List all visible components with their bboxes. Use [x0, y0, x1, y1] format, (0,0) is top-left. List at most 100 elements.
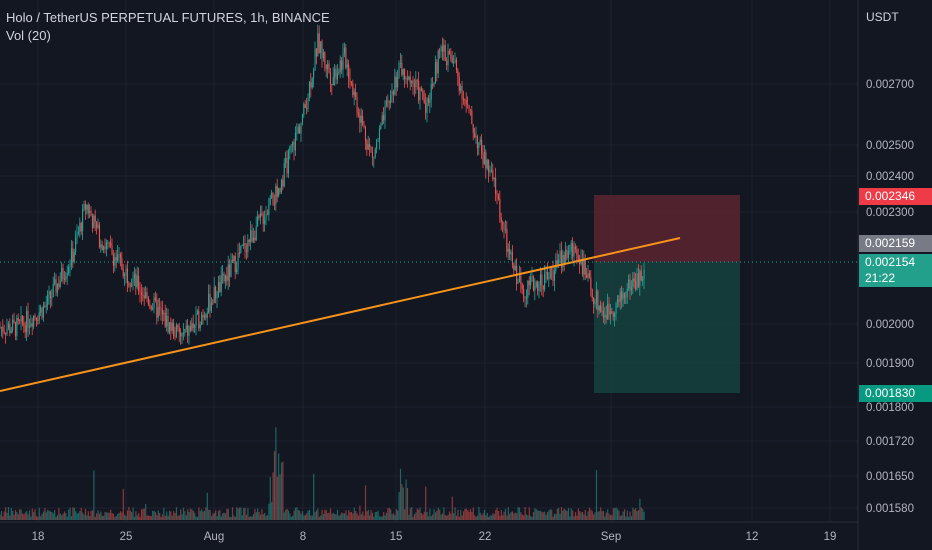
candle-body: [387, 100, 389, 102]
volume-bar: [530, 515, 532, 520]
volume-bar: [206, 492, 208, 520]
volume-bar: [189, 508, 192, 520]
volume-bar: [453, 513, 455, 520]
volume-bar: [187, 509, 189, 520]
volume-bar: [376, 511, 378, 520]
volume-bar: [415, 512, 417, 520]
volume-bar: [48, 510, 50, 520]
volume-bar: [310, 515, 312, 520]
volume-bar: [475, 516, 477, 520]
volume-bar: [553, 513, 556, 520]
volume-bar: [317, 508, 319, 520]
trend-line[interactable]: [0, 237, 681, 392]
volume-bar: [185, 515, 187, 520]
volume-bar: [350, 511, 353, 520]
candle-body: [426, 98, 428, 113]
candle-body: [124, 274, 126, 277]
volume-bar: [296, 507, 298, 520]
candle-body: [21, 315, 23, 323]
volume-bar: [461, 515, 463, 520]
volume-bar: [469, 508, 472, 520]
volume-bar: [139, 516, 141, 520]
candle-body: [58, 283, 60, 287]
candle-body: [31, 323, 33, 327]
volume-bar: [104, 511, 106, 520]
volume-bar: [345, 510, 347, 520]
volume-bar: [258, 511, 260, 520]
candle-body: [230, 260, 232, 277]
volume-bar: [635, 508, 637, 520]
take-profit-zone[interactable]: [594, 262, 740, 393]
candle-body: [411, 80, 413, 83]
candle-body: [432, 84, 434, 86]
volume-bar: [177, 515, 179, 520]
candle-body: [47, 294, 49, 306]
volume-bar: [520, 512, 522, 520]
volume-bar: [166, 511, 168, 520]
volume-bar: [212, 513, 214, 520]
candle-body: [486, 159, 488, 169]
candle-body: [0, 327, 3, 329]
candle-body: [371, 151, 373, 158]
volume-bar: [292, 515, 294, 520]
chart-grid: [0, 0, 858, 522]
candle-body: [369, 144, 371, 147]
candle-body: [483, 152, 485, 165]
volume-bar: [224, 513, 227, 520]
candle-body: [30, 323, 32, 326]
candle-body: [626, 288, 628, 298]
candle-body: [420, 88, 422, 91]
volume-bar: [595, 470, 598, 520]
volume-bar: [114, 516, 116, 520]
candle-body: [357, 112, 359, 115]
volume-bars: [0, 427, 645, 520]
candle-body: [222, 273, 224, 276]
stop-loss-zone[interactable]: [594, 195, 740, 262]
candle-body: [61, 267, 63, 281]
candle-body: [439, 50, 441, 52]
candle-body: [68, 267, 70, 274]
volume-bar: [616, 508, 619, 520]
candle-body: [307, 97, 309, 110]
volume-bar: [52, 513, 54, 520]
candle-body: [300, 122, 302, 134]
volume-bar: [563, 508, 565, 520]
candle-body: [115, 257, 117, 261]
candle-body: [416, 80, 418, 82]
candle-body: [630, 286, 632, 291]
candle-body: [177, 324, 179, 328]
candle-body: [28, 325, 30, 328]
candle-body: [566, 249, 568, 258]
volume-bar: [440, 514, 442, 520]
candle-body: [587, 273, 589, 279]
candle-body: [380, 125, 382, 129]
volume-bar: [535, 508, 537, 520]
candle-body: [317, 33, 319, 57]
candle-body: [150, 305, 152, 310]
volume-bar: [180, 509, 182, 520]
candle-body: [485, 152, 487, 169]
candle-body: [601, 310, 603, 312]
candle-body: [259, 212, 261, 218]
candle-body: [238, 252, 240, 254]
price-tick-label: 0.001650: [866, 471, 914, 483]
volume-bar: [507, 507, 509, 520]
volume-bar: [315, 510, 318, 520]
candle-body: [209, 293, 211, 311]
candle-body: [607, 303, 609, 319]
volume-bar: [619, 515, 621, 520]
candle-body: [527, 280, 529, 298]
candle-body: [352, 83, 354, 96]
candle-body: [279, 188, 281, 193]
volume-bar: [398, 492, 400, 520]
candle-body: [171, 322, 173, 331]
volume-bar: [65, 513, 67, 520]
volume-bar: [14, 510, 17, 520]
volume-bar: [66, 516, 68, 520]
candle-body: [395, 76, 397, 88]
volume-bar: [293, 510, 295, 520]
candle-body: [625, 297, 627, 298]
candle-body: [163, 312, 165, 315]
volume-bar: [289, 513, 291, 520]
